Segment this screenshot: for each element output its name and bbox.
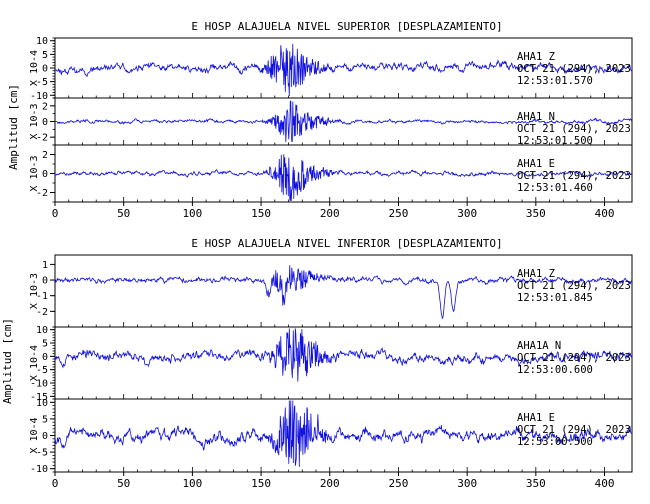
- section-2-ylabel: Amplitud [cm]: [1, 318, 14, 404]
- waveform-trace: [54, 328, 633, 382]
- x-tick-label: 400: [595, 207, 615, 220]
- x-tick-label: 150: [251, 207, 271, 220]
- y-tick-label: -5: [36, 448, 48, 459]
- x-tick-label: 250: [389, 477, 409, 490]
- time-label: 12:53:01.500: [517, 135, 593, 147]
- scale-label: X 10-3: [29, 273, 40, 309]
- x-tick-label: 250: [389, 207, 409, 220]
- date-label: OCT 21 (294), 2023: [517, 170, 631, 182]
- scale-label: X 10-3: [29, 155, 40, 191]
- waveform-trace: [54, 100, 633, 143]
- date-label: OCT 21 (294), 2023: [517, 352, 631, 364]
- date-label: OCT 21 (294), 2023: [517, 123, 631, 135]
- y-tick-label: 10: [36, 36, 48, 47]
- station-label: AHA1 E: [517, 158, 555, 170]
- date-label: OCT 21 (294), 2023: [517, 424, 631, 436]
- y-tick-label: 2: [42, 150, 48, 161]
- scale-label: X 10-4: [29, 417, 40, 453]
- time-label: 12:53:01.570: [517, 75, 593, 87]
- x-tick-label: 300: [457, 477, 477, 490]
- y-tick-label: 5: [42, 414, 48, 425]
- date-label: OCT 21 (294), 2023: [517, 280, 631, 292]
- scale-label: X 10-4: [29, 50, 40, 86]
- y-tick-label: -5: [36, 77, 48, 88]
- x-tick-label: 200: [320, 207, 340, 220]
- scale-label: X 10-4: [29, 345, 40, 381]
- y-tick-label: 0: [42, 64, 48, 75]
- section-1-title: E HOSP ALAJUELA NIVEL SUPERIOR [DESPLAZA…: [191, 20, 502, 33]
- x-tick-label: 100: [182, 207, 202, 220]
- x-tick-label: 0: [52, 477, 59, 490]
- station-label: AHA1 E: [517, 412, 555, 424]
- station-label: AHA1 N: [517, 111, 555, 123]
- x-tick-label: 400: [595, 477, 615, 490]
- y-tick-label: 0: [42, 276, 48, 287]
- y-tick-label: -10: [30, 464, 48, 475]
- time-label: 12:53:01.845: [517, 292, 593, 304]
- x-tick-label: 350: [526, 477, 546, 490]
- y-tick-label: 0: [42, 169, 48, 180]
- y-tick-label: 0: [42, 117, 48, 128]
- y-tick-label: 5: [42, 50, 48, 61]
- y-tick-label: 0: [42, 431, 48, 442]
- time-label: 12:53:01.460: [517, 182, 593, 194]
- waveform-trace: [54, 265, 633, 320]
- x-tick-label: 50: [117, 477, 130, 490]
- time-label: 12:53:00.500: [517, 436, 593, 448]
- station-label: AHA1A N: [517, 340, 561, 352]
- y-tick-label: -2: [36, 188, 48, 199]
- y-tick-label: -10: [30, 91, 48, 102]
- station-label: AHA1 Z: [517, 51, 555, 63]
- time-label: 12:53:00.600: [517, 364, 593, 376]
- waveform-trace: [54, 400, 633, 467]
- y-tick-label: -1: [36, 291, 48, 302]
- y-tick-label: -5: [36, 365, 48, 376]
- y-tick-label: -2: [36, 133, 48, 144]
- date-label: OCT 21 (294), 2023: [517, 63, 631, 75]
- y-tick-label: 2: [42, 101, 48, 112]
- y-tick-label: 1: [42, 260, 48, 271]
- waveform-trace: [54, 154, 633, 202]
- y-tick-label: -2: [36, 307, 48, 318]
- y-tick-label: 10: [36, 325, 48, 336]
- y-tick-label: -10: [30, 379, 48, 390]
- y-tick-label: 10: [36, 398, 48, 409]
- x-tick-label: 150: [251, 477, 271, 490]
- y-tick-label: 0: [42, 352, 48, 363]
- section-1-ylabel: Amplitud [cm]: [7, 84, 20, 170]
- x-tick-label: 0: [52, 207, 59, 220]
- y-tick-label: 5: [42, 339, 48, 350]
- waveform-trace: [55, 43, 633, 97]
- section-2-title: E HOSP ALAJUELA NIVEL INFERIOR [DESPLAZA…: [191, 237, 502, 250]
- station-label: AHA1 Z: [517, 268, 555, 280]
- x-tick-label: 100: [182, 477, 202, 490]
- x-tick-label: 50: [117, 207, 130, 220]
- scale-label: X 10-3: [29, 103, 40, 139]
- y-tick-label: -15: [30, 392, 48, 403]
- x-tick-label: 350: [526, 207, 546, 220]
- x-tick-label: 300: [457, 207, 477, 220]
- x-tick-label: 200: [320, 477, 340, 490]
